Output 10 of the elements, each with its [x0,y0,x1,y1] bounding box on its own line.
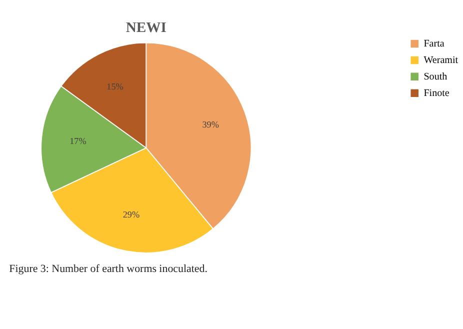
data-label: 17% [70,136,87,146]
data-label: 15% [106,82,124,92]
data-label: 29% [122,209,140,220]
legend-label: Finote [424,88,450,99]
data-label: 39% [202,119,220,130]
legend-label: Weramit [424,54,458,66]
chart-title: NEWI [126,20,167,36]
legend-label: Farta [424,38,445,50]
caption: Figure 3: Number of earth worms inoculated. [9,263,208,276]
legend-label: South [424,71,448,82]
